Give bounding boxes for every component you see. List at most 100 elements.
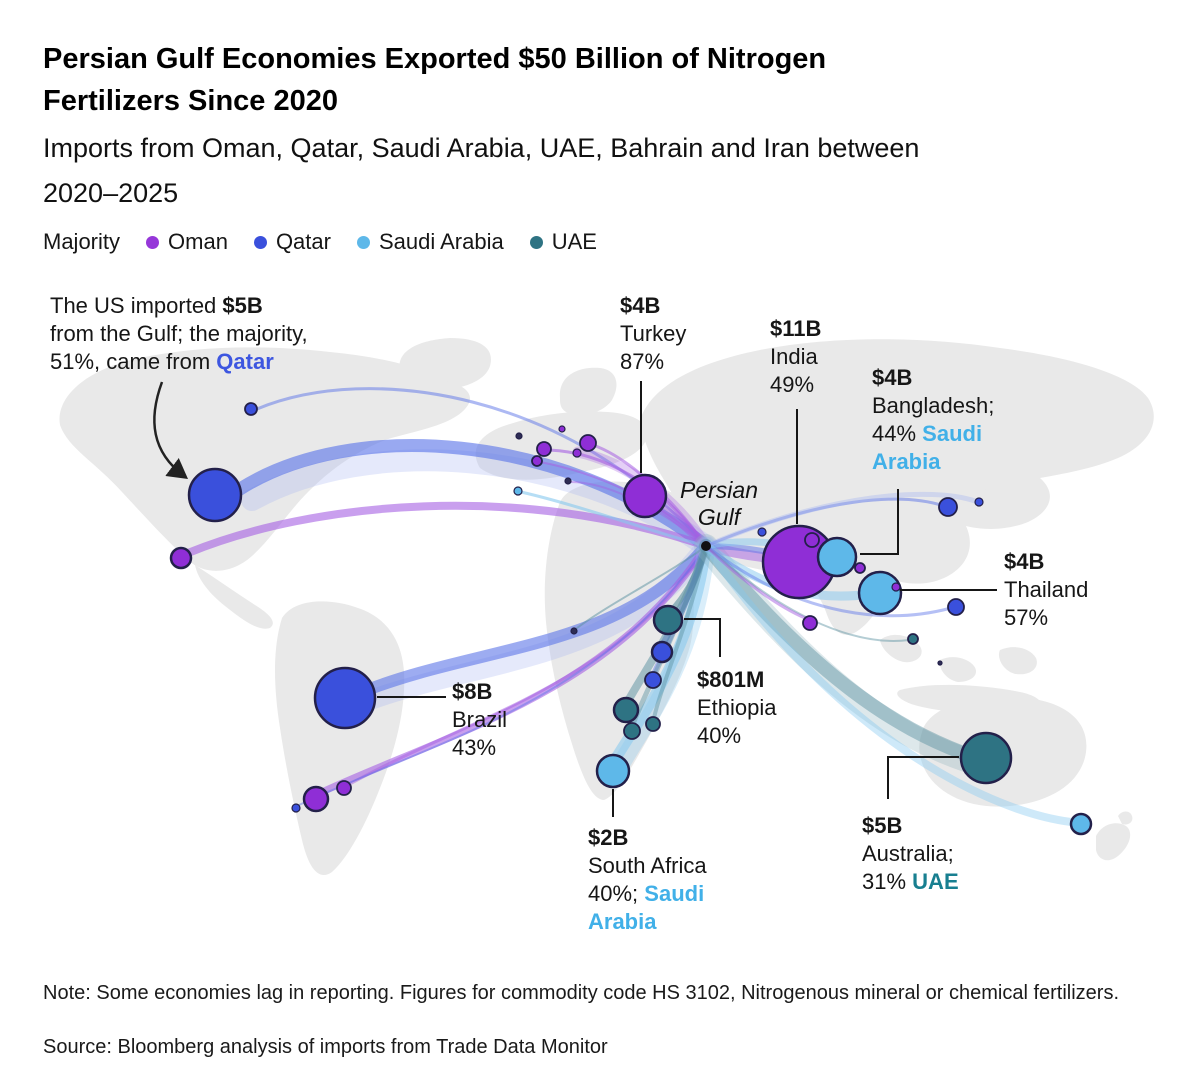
europe-1-bubble [536,441,552,457]
australia-share: 31% [862,869,907,894]
qatar-dot-icon [253,235,267,249]
flow-philippines [704,544,953,618]
flow-east-asia-1 [704,497,946,548]
chile-bubble [291,803,301,813]
continent-uk [494,429,517,451]
us-annotation-text: The US imported [50,293,223,318]
south-africa-bubble [595,753,631,789]
subtitle-line-2: 2020–2025 [43,178,179,208]
malaysia-bubble [907,633,919,645]
west-africa-bubble [513,486,523,496]
brazil-name: Brazil [452,707,508,732]
bangladesh-value: $4B [872,365,913,390]
australia-highlight: UAE [912,869,959,894]
pakistan-bubble [757,527,767,537]
ethiopia-value: $801M [697,667,765,692]
us-annotation-highlight: Qatar [216,349,274,374]
turkey-name: Turkey [620,321,687,346]
south-africa-value: $2B [588,825,629,850]
argentina-bubble [302,785,330,813]
australia-value: $5B [862,813,903,838]
persian-gulf-origin-bubble [701,541,711,551]
flow-chile [298,545,707,806]
continent-new-zealand-north [1118,811,1133,825]
us-annotation-value: $5B [222,293,263,318]
legend-item-uae: UAE [529,229,597,255]
japan-bubble [974,497,984,507]
europe-5-bubble [558,425,566,433]
legend: Majority Oman Qatar Saudi Arabia UAE [43,229,597,255]
south-africa-name: South Africa [588,853,707,878]
oman-dot-icon [146,235,160,249]
europe-7-bubble [564,477,572,485]
nepal-ring-bubble [804,532,820,548]
thailand-annotation: $4B Thailand 57% [1004,548,1124,632]
subtitle-line-1: Imports from Oman, Qatar, Saudi Arabia, … [43,133,920,163]
south-africa-share: 40%; [588,881,639,906]
south-africa-annotation: $2B South Africa 40%; Saudi Arabia [588,824,743,936]
africa-dot-bubble [570,627,578,635]
thailand-share: 57% [1004,605,1049,630]
thailand-name: Thailand [1004,577,1089,602]
flow-australia [699,539,970,760]
india-name: India [770,344,818,369]
legend-item-oman: Oman [146,229,228,255]
continent-island-2 [939,657,977,682]
australia-annotation: $5B Australia; 31% UAE [862,812,1032,896]
us-annotation-arrow [153,381,188,480]
chart-subtitle: Imports from Oman, Qatar, Saudi Arabia, … [43,126,919,216]
india-share: 49% [770,372,815,397]
africa-blue-2-bubble [644,671,662,689]
ethiopia-name: Ethiopia [697,695,777,720]
flow-africa-teal-3 [652,544,708,720]
bangladesh-annotation: $4B Bangladesh; 44% Saudi Arabia [872,364,1032,476]
australia-name: Australia; [862,841,954,866]
flow-africa-teal-1 [624,542,710,705]
ethiopia-bubble [652,604,684,636]
uae-dot-icon [529,235,543,249]
flow-sri-lanka [704,544,807,620]
korea-bubble [938,497,958,517]
canada-bubble [244,402,258,416]
brazil-annotation: $8B Brazil 43% [452,678,562,762]
legend-title: Majority [43,229,121,254]
continent-south-america [275,601,405,876]
bangladesh-highlight: Saudi Arabia [872,421,983,474]
mexico-bubble [169,546,193,570]
continent-island-3 [998,647,1037,675]
legend-item-label: Oman [168,229,228,254]
persian-gulf-label: Persian Gulf [680,477,758,530]
flow-east-asia-2 [703,491,978,549]
australia-bubble [959,731,1013,785]
legend-item-qatar: Qatar [253,229,331,255]
turkey-share: 87% [620,349,665,374]
flow-brazil [351,540,712,700]
chart-title: Persian Gulf Economies Exported $50 Bill… [43,38,826,122]
europe-2-bubble [579,434,597,452]
sri-lanka-bubble [802,615,818,631]
leader-ethiopia [684,618,721,657]
turkey-bubble [622,473,668,519]
ethiopia-annotation: $801M Ethiopia 40% [697,666,817,750]
europe-4-bubble [572,448,582,458]
south-africa-highlight: Saudi Arabia [588,881,705,934]
note: Note: Some economies lag in reporting. F… [43,982,1120,1004]
legend-item-label: Qatar [275,229,331,254]
us-annotation-text-3: 51%, came from [50,349,217,374]
india-annotation: $11B India 49% [770,315,880,399]
philippines-bubble [947,598,965,616]
europe-3-bubble [531,455,543,467]
flow-argentina-2 [346,544,708,787]
asia-tiny-bubble [937,660,943,666]
continent-central-america [195,565,273,629]
africa-teal-1-bubble [612,696,640,724]
continent-new-zealand [1096,823,1131,861]
leader-bangladesh [860,489,899,555]
legend-item-saudi-arabia: Saudi Arabia [356,229,504,255]
turkey-value: $4B [620,293,661,318]
bangladesh-share: 44% [872,421,917,446]
uruguay-bubble [336,780,352,796]
continent-scandinavia [559,367,617,416]
title-line-1: Persian Gulf Economies Exported $50 Bill… [43,43,827,75]
